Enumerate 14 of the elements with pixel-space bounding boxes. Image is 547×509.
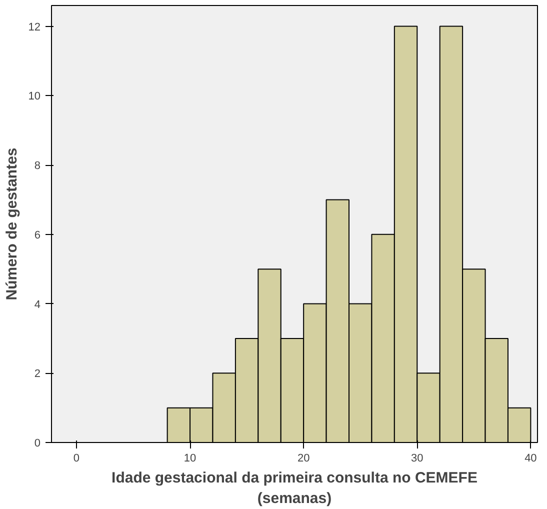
- x-tick-label: 10: [184, 452, 196, 464]
- x-tick-label: 40: [524, 452, 537, 464]
- x-tick-label: 20: [297, 452, 310, 464]
- x-tick-label: 30: [411, 452, 424, 464]
- x-tick-label: 0: [73, 452, 80, 464]
- y-tick-label: 8: [34, 160, 41, 172]
- y-axis-title: Número de gestantes: [3, 148, 20, 300]
- x-axis-title: Idade gestacional da primeira consulta no CEMEFE (semanas): [112, 470, 478, 507]
- y-tick-label: 12: [28, 21, 41, 34]
- y-tick-label: 6: [34, 229, 41, 242]
- y-tick-label: 0: [34, 438, 41, 450]
- y-tick-label: 2: [34, 368, 41, 380]
- y-tick-label: 4: [34, 298, 41, 311]
- y-tick-label: 10: [28, 90, 41, 103]
